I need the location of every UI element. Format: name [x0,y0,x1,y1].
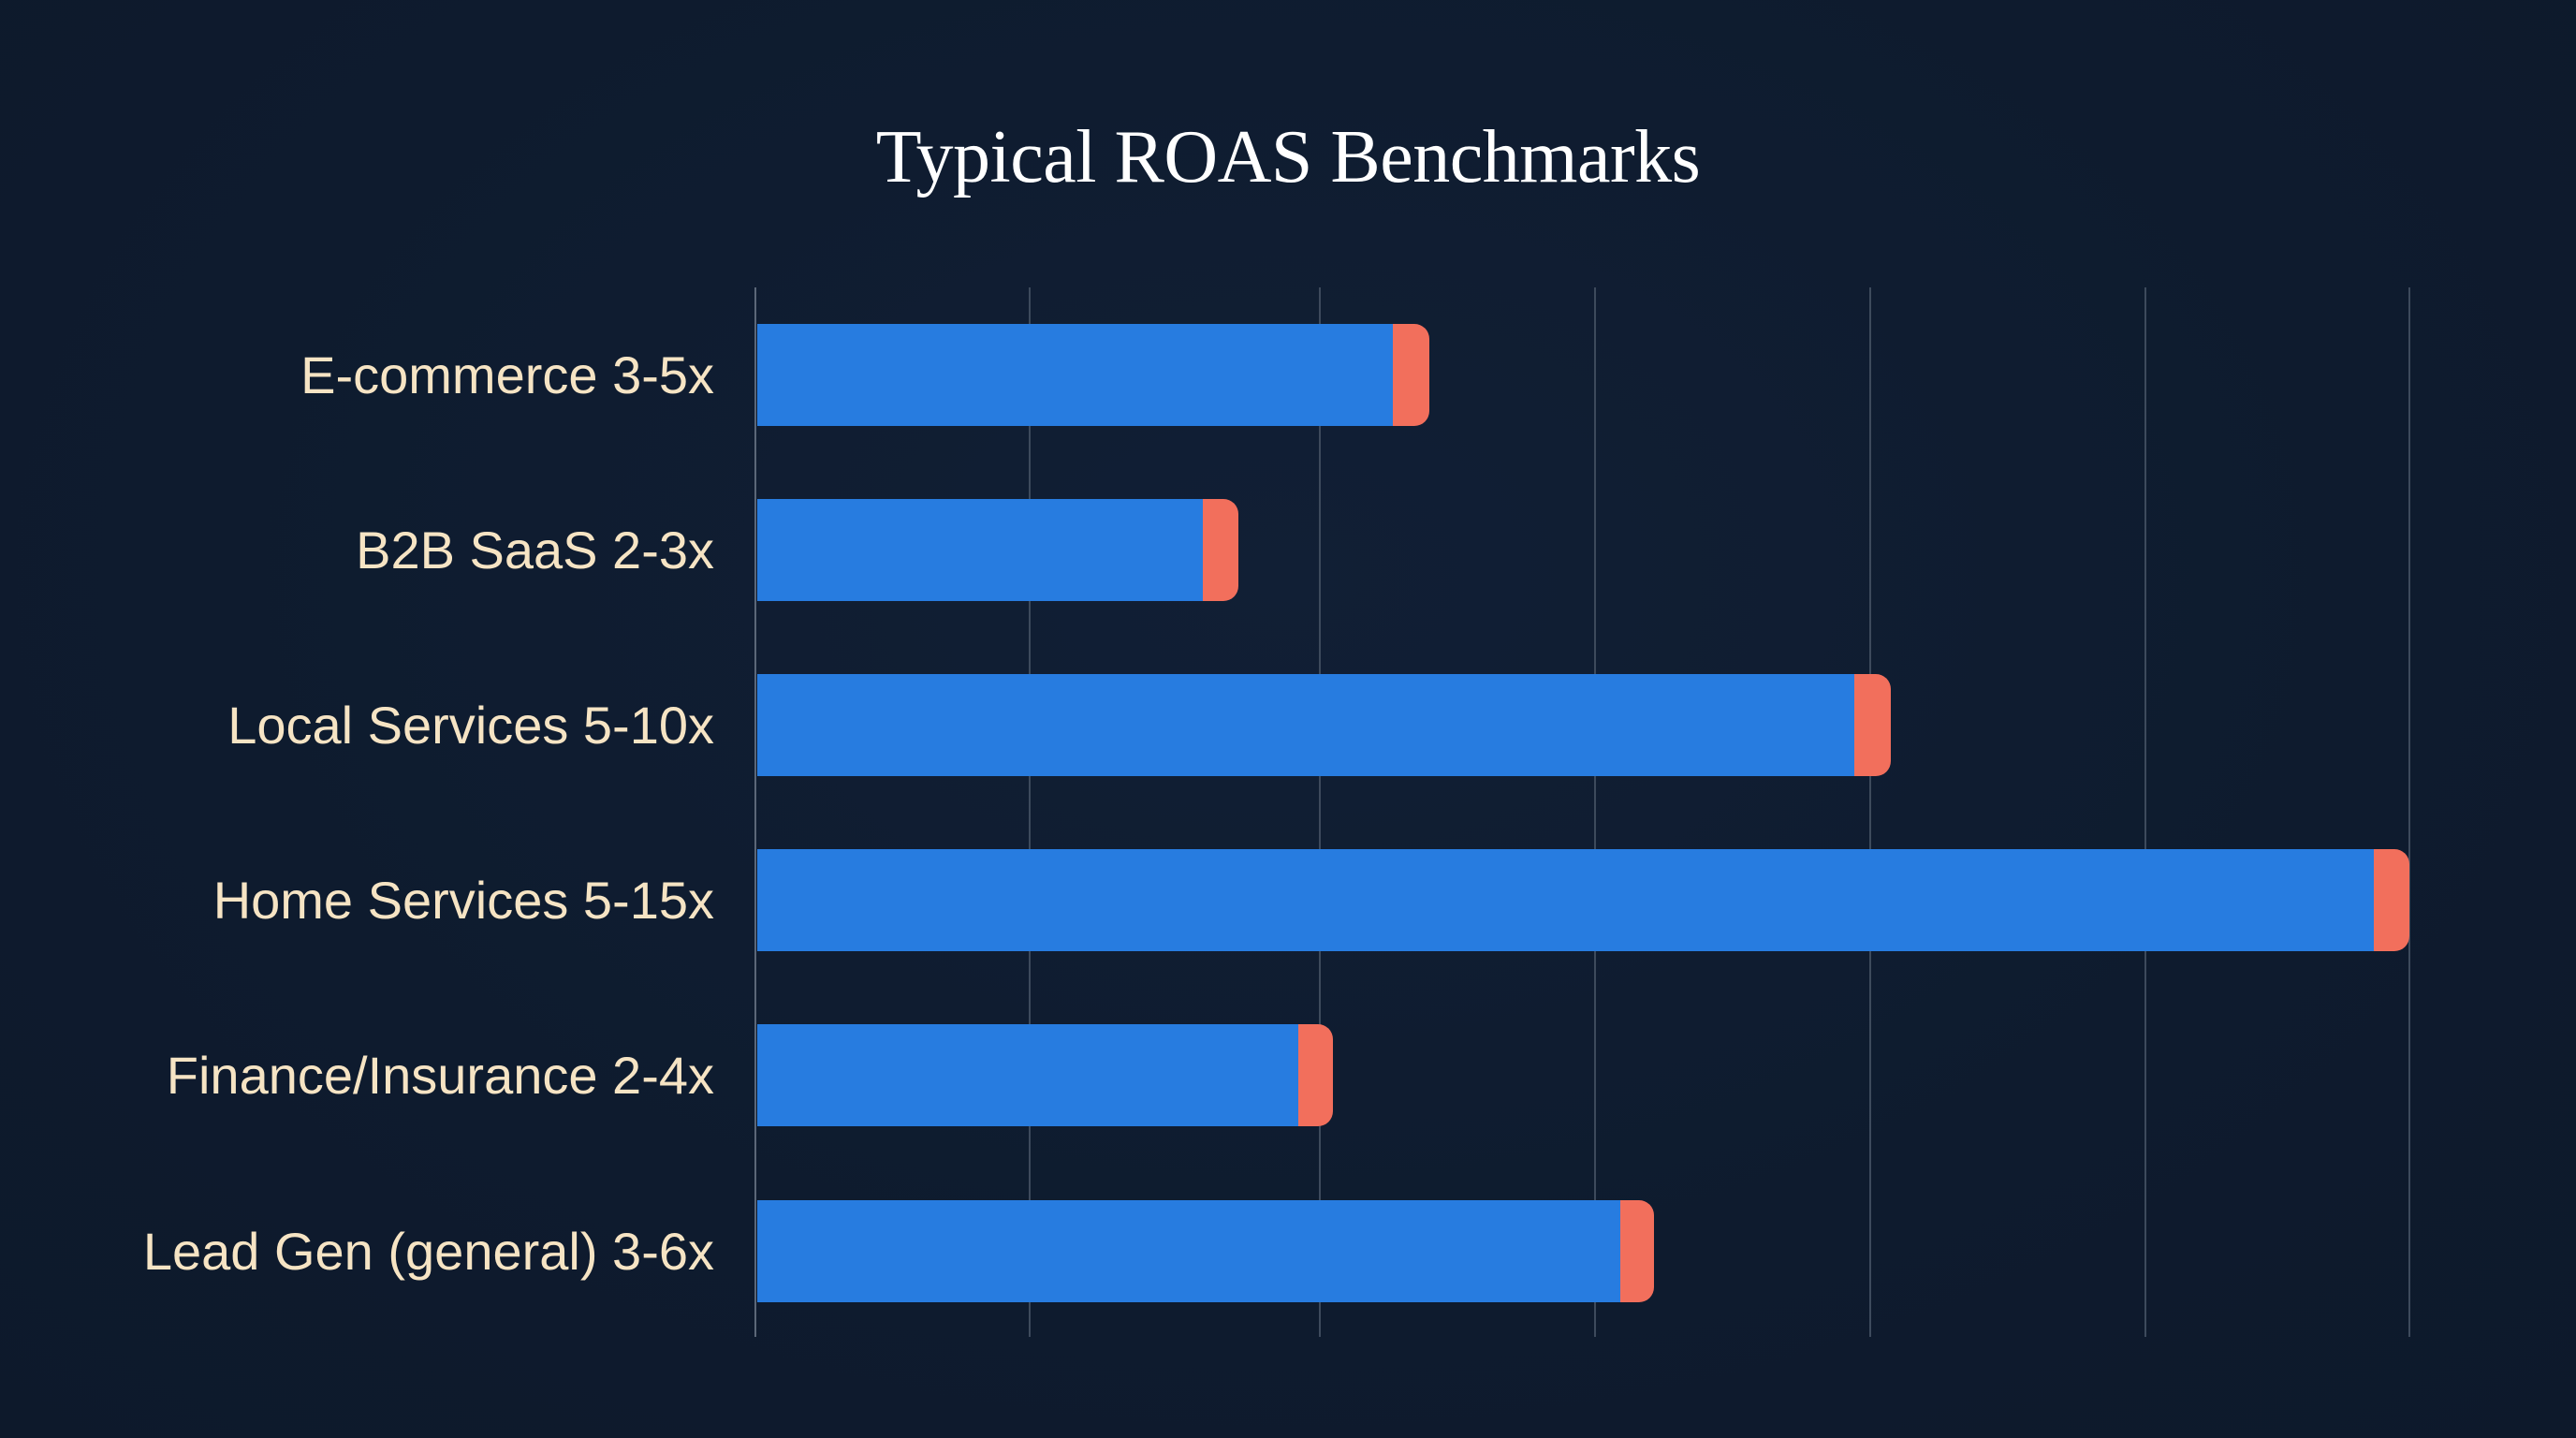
bar-row-b2b-saas: B2B SaaS 2-3x [0,499,2576,601]
bar-end-cap [1854,674,1892,776]
gridline [1594,287,1596,1337]
gridline [1869,287,1871,1337]
bar-row-finance-insurance: Finance/Insurance 2-4x [0,1024,2576,1126]
gridline [2408,287,2410,1337]
bar-label: Home Services 5-15x [212,871,714,930]
bar-body [757,1024,1298,1126]
gridline [2144,287,2146,1337]
bar-end-cap [1392,324,1429,426]
gridline [1029,287,1031,1337]
gridline [1319,287,1321,1337]
bar-body [757,499,1204,601]
bar-end-cap [1203,499,1238,601]
bar-row-home-services: Home Services 5-15x [0,849,2576,951]
bar-label: E-commerce 3-5x [300,345,714,404]
bar-label: Local Services 5-10x [227,696,714,755]
bar-label: B2B SaaS 2-3x [356,521,714,580]
bar-label: Lead Gen (general) 3-6x [142,1222,714,1281]
bar-end-cap [1619,1200,1655,1302]
bar-row-ecommerce: E-commerce 3-5x [0,324,2576,426]
bar-end-cap [2374,849,2409,951]
bar-end-cap [1297,1024,1334,1126]
bar-body [757,849,2375,951]
bar-row-lead-gen: Lead Gen (general) 3-6x [0,1200,2576,1302]
bar-body [757,1200,1620,1302]
bar-row-local-services: Local Services 5-10x [0,674,2576,776]
bar-body [757,674,1855,776]
chart-title: Typical ROAS Benchmarks [875,116,1701,198]
bar-body [757,324,1393,426]
y-axis-line [754,287,756,1337]
bar-label: Finance/Insurance 2-4x [166,1046,714,1105]
